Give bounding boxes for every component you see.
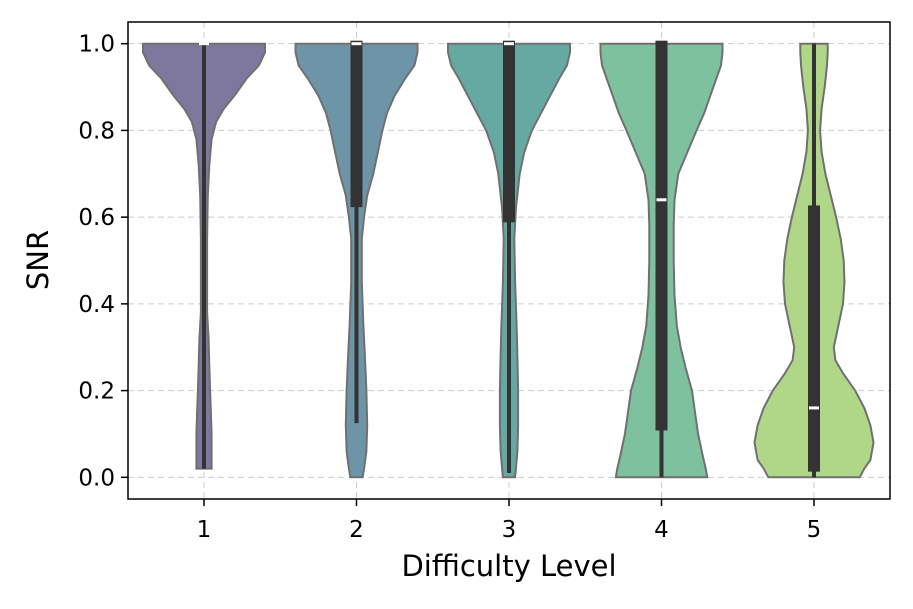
- violin-group: [142, 42, 266, 470]
- y-tick-label: 0.0: [78, 465, 115, 491]
- violin-box: [350, 40, 363, 208]
- x-axis-label: Difficulty Level: [401, 549, 616, 583]
- y-tick-label: 0.4: [78, 292, 115, 318]
- violin-group: [599, 40, 724, 479]
- x-axis: 1 2 3 4 5: [197, 499, 822, 543]
- x-tick-label: 3: [502, 517, 517, 543]
- violin-box: [655, 40, 668, 431]
- x-tick-label: 1: [197, 517, 212, 543]
- violin-group: [447, 40, 571, 479]
- violins-layer: [142, 40, 875, 479]
- y-tick-label: 0.2: [78, 379, 115, 405]
- y-axis-label: SNR: [21, 230, 55, 290]
- y-tick-label: 1.0: [78, 32, 115, 58]
- violin-box: [808, 205, 820, 472]
- y-tick-label: 0.8: [78, 118, 115, 144]
- x-tick-label: 4: [654, 517, 669, 543]
- violin-box: [503, 40, 515, 223]
- y-axis: 0.0 0.2 0.4 0.6 0.8 1.0: [78, 32, 128, 491]
- x-tick-label: 2: [349, 517, 364, 543]
- y-tick-label: 0.6: [78, 205, 115, 231]
- x-tick-label: 5: [807, 517, 822, 543]
- violin-group: [753, 42, 875, 479]
- violin-group: [294, 40, 419, 479]
